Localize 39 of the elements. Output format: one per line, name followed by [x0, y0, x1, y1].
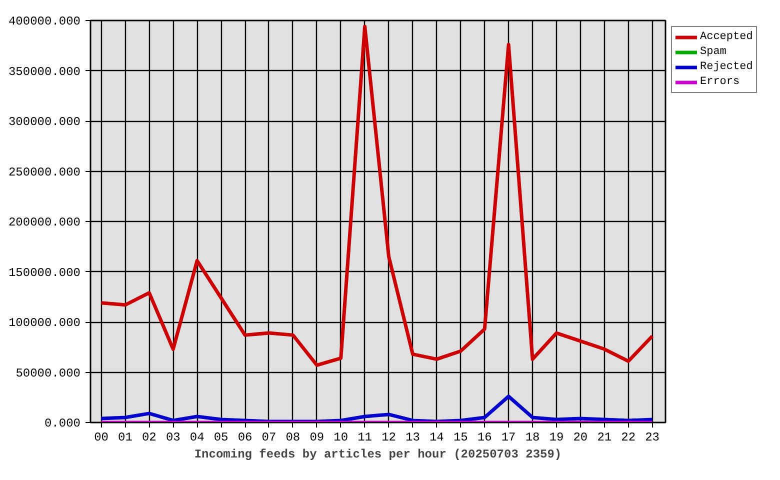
x-tick-label: 20 [573, 430, 588, 444]
x-tick-label: 16 [477, 430, 492, 444]
x-tick-label: 13 [406, 430, 420, 444]
x-tick-label: 17 [501, 430, 516, 444]
x-tick-label: 00 [94, 430, 108, 444]
y-tick-label: 200000.000 [8, 216, 81, 230]
x-tick-label: 23 [645, 430, 660, 444]
legend-label: Spam [700, 45, 726, 59]
x-tick-label: 12 [382, 430, 396, 444]
y-tick-label: 400000.000 [8, 14, 81, 28]
x-tick-label: 19 [549, 430, 564, 444]
x-tick-label: 03 [166, 430, 180, 444]
x-tick-label: 08 [286, 430, 300, 444]
x-tick-label: 09 [310, 430, 324, 444]
x-tick-label: 02 [142, 430, 156, 444]
x-tick-label: 18 [525, 430, 540, 444]
legend-label: Errors [700, 75, 740, 89]
x-tick-label: 07 [262, 430, 276, 444]
y-tick-label: 300000.000 [8, 115, 81, 129]
x-tick-label: 04 [190, 430, 204, 444]
x-tick-label: 22 [621, 430, 636, 444]
y-tick-label: 250000.000 [8, 165, 81, 180]
x-axis-title: Incoming feeds by articles per hour (20250703 2359) [194, 448, 562, 462]
x-tick-label: 05 [214, 430, 228, 444]
x-tick-label: 01 [118, 430, 132, 444]
x-tick-label: 10 [334, 430, 348, 444]
x-tick-label: 06 [238, 430, 252, 444]
y-tick-label: 50000.000 [16, 366, 80, 380]
legend-label: Rejected [700, 60, 753, 74]
y-tick-label: 150000.000 [8, 266, 81, 280]
line-series [100, 24, 654, 367]
y-tick-label: 350000.000 [8, 64, 81, 79]
legend-label: Accepted [700, 30, 753, 44]
x-tick-label: 11 [358, 430, 372, 444]
x-tick-label: 14 [429, 430, 444, 444]
x-tick-label: 21 [597, 430, 612, 444]
y-tick-label: 100000.000 [8, 316, 81, 330]
y-tick-label: 0.000 [44, 416, 81, 430]
x-tick-label: 15 [453, 430, 468, 444]
